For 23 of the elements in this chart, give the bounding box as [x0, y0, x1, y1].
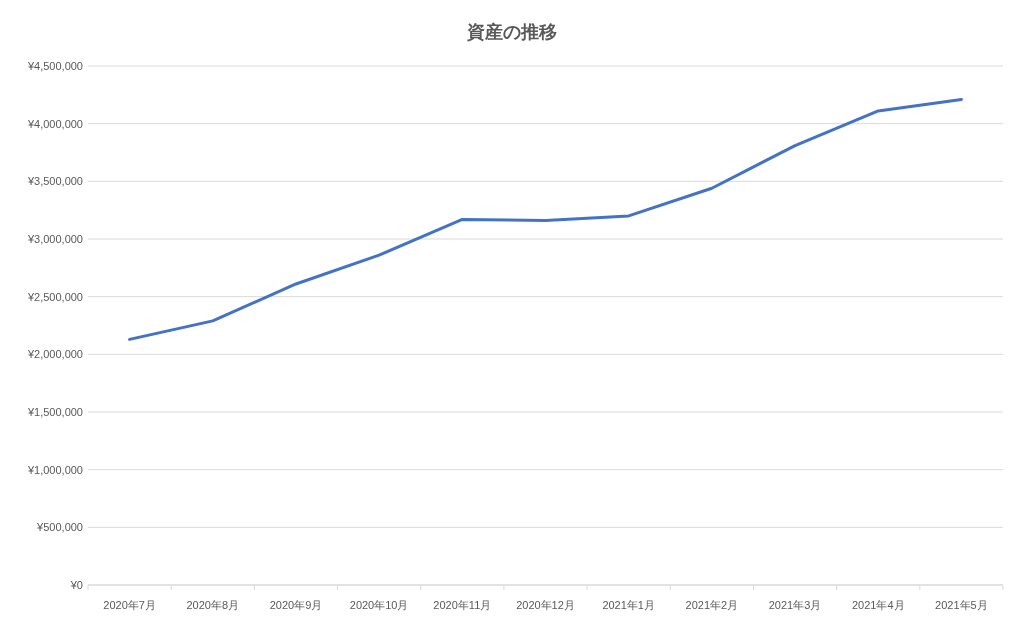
y-tick-label: ¥500,000 [36, 521, 83, 534]
y-tick-label: ¥2,500,000 [26, 290, 83, 303]
y-tick-label: ¥2,000,000 [26, 348, 83, 361]
y-tick-label: ¥3,500,000 [26, 175, 83, 188]
y-tick-label: ¥1,000,000 [26, 463, 83, 476]
x-tick-label: 2020年11月 [433, 599, 492, 611]
line-series [128, 97, 963, 341]
x-tick-label: 2021年3月 [768, 599, 822, 611]
x-tick-label: 2021年2月 [685, 599, 739, 611]
y-tick-label: ¥3,000,000 [26, 233, 83, 245]
y-tick-label: ¥1,500,000 [26, 406, 83, 418]
y-tick-label: ¥4,500,000 [26, 60, 83, 72]
y-tick-label: ¥4,000,000 [26, 117, 83, 130]
x-tick-label: 2020年12月 [516, 599, 575, 611]
x-tick-label: 2020年9月 [269, 599, 323, 611]
x-tick-label: 2021年1月 [602, 599, 655, 611]
x-tick-label: 2021年5月 [935, 599, 988, 611]
x-tick-label: 2020年7月 [103, 599, 156, 611]
y-tick-label: ¥0 [69, 579, 83, 591]
chart-title: 資産の推移 [466, 22, 557, 42]
x-tick-label: 2020年10月 [349, 599, 409, 611]
x-tick-label: 2021年4月 [851, 599, 905, 611]
x-tick-label: 2020年8月 [186, 599, 240, 611]
